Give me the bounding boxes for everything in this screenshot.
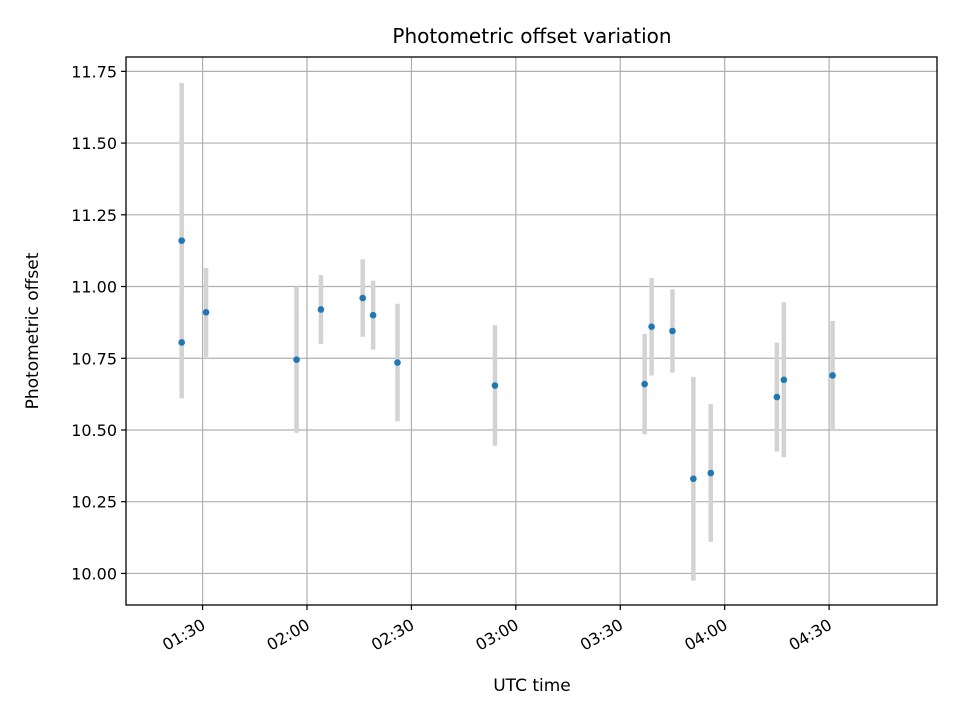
data-point	[317, 306, 325, 313]
data-point	[359, 294, 366, 302]
x-tick-label: 04:30	[786, 615, 835, 655]
y-tick-label: 11.75	[71, 62, 117, 81]
data-point	[178, 237, 185, 244]
data-point	[773, 393, 781, 401]
data-point	[648, 323, 655, 330]
axes-frame	[125, 56, 938, 606]
y-tick-label: 10.00	[71, 564, 117, 583]
data-point	[293, 356, 300, 363]
x-tick-label: 03:00	[472, 615, 521, 655]
chart-title: Photometric offset variation	[392, 24, 671, 48]
data-point	[707, 469, 715, 477]
x-tick-label: 02:30	[368, 615, 417, 655]
y-axis-title: Photometric offset	[23, 252, 43, 409]
data-point	[829, 372, 836, 379]
data-point	[690, 475, 697, 483]
plot-area: 01:30 02:00 02:30 03:00 03:30 04:00 04:30 10.00…	[71, 56, 938, 655]
x-axis-title: UTC time	[493, 676, 571, 696]
y-tick-label: 10.25	[71, 493, 117, 512]
data-point	[669, 327, 676, 335]
y-tick-label: 10.75	[71, 349, 117, 368]
data-point	[491, 382, 499, 389]
y-tick-label: 11.50	[71, 134, 117, 153]
x-tick-label: 03:30	[577, 615, 626, 655]
data-point	[641, 380, 648, 388]
y-tick-label: 10.50	[71, 421, 117, 440]
x-tick-label: 01:30	[159, 615, 208, 655]
data-point	[202, 309, 210, 316]
x-tick-label: 04:00	[681, 615, 730, 655]
data-point	[178, 339, 185, 346]
data-point	[780, 376, 788, 384]
data-point	[394, 359, 401, 366]
y-tick-label: 11.25	[71, 206, 117, 225]
y-tick-label: 11.00	[71, 278, 117, 297]
x-tick-label: 02:00	[264, 615, 313, 655]
data-point	[369, 311, 377, 319]
